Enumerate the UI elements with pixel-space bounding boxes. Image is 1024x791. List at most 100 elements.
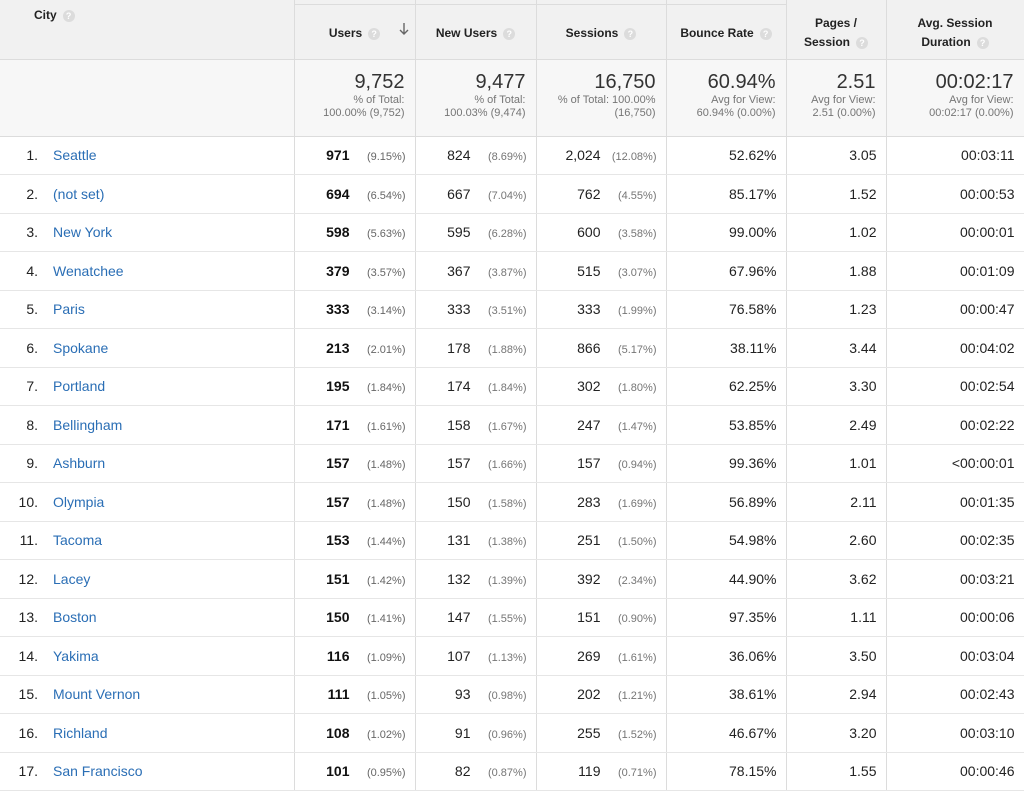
column-label-pages-line1: Pages /: [814, 16, 858, 31]
help-icon[interactable]: ?: [759, 27, 772, 40]
help-icon[interactable]: ?: [856, 37, 869, 50]
row-rank: 2.: [26, 185, 38, 202]
new-users-cell: 158 (1.67%): [415, 405, 537, 445]
city-link[interactable]: Seattle: [53, 147, 97, 164]
help-icon[interactable]: ?: [62, 10, 75, 22]
users-cell: 598 (5.63%): [294, 213, 416, 252]
city-cell: 15. Mount Vernon: [0, 675, 295, 714]
city-link[interactable]: Lacey: [53, 570, 91, 587]
totals-pages-per-session: 2.51 Avg for View: 2.51 (0.00%): [786, 59, 887, 137]
totals-users: 9,752 % of Total: 100.00% (9,752): [294, 59, 416, 137]
new-users-value: 132: [447, 570, 471, 587]
new-users-cell: 91 (0.96%): [415, 713, 537, 753]
city-cell: 14. Yakima: [0, 636, 295, 676]
column-header-pages-per-session[interactable]: Pages / Session?: [786, 0, 887, 60]
city-link[interactable]: Mount Vernon: [53, 686, 141, 703]
sessions-value: 302: [577, 378, 601, 395]
help-icon[interactable]: ?: [368, 27, 381, 40]
city-link[interactable]: Spokane: [53, 339, 109, 356]
new-users-cell: 107 (1.13%): [415, 636, 537, 676]
city-link[interactable]: Tacoma: [53, 532, 103, 549]
table-row: 2. (not set) 694 (6.54%) 667 (7.04%) 762 (4.55%…: [0, 174, 1024, 214]
city-link[interactable]: Bellingham: [53, 416, 123, 433]
sessions-percent: (12.08%): [611, 151, 657, 164]
new-users-value: 367: [447, 262, 471, 279]
new-users-cell: 178 (1.88%): [415, 328, 537, 368]
totals-avg-session-duration: 00:02:17 Avg for View: 00:02:17 (0.00%): [886, 59, 1024, 137]
city-link[interactable]: Ashburn: [53, 455, 106, 472]
sessions-cell: 202 (1.21%): [536, 675, 667, 714]
help-icon[interactable]: ?: [976, 37, 989, 50]
sessions-cell: 762 (4.55%): [536, 174, 667, 214]
new-users-percent: (6.28%): [487, 228, 527, 241]
city-link[interactable]: San Francisco: [53, 763, 143, 780]
city-link[interactable]: Yakima: [53, 647, 99, 664]
totals-row: 9,752 % of Total: 100.00% (9,752) 9,477 …: [0, 59, 1024, 137]
column-header-users[interactable]: Users?: [294, 0, 416, 60]
total-sub: Avg for View:: [811, 93, 876, 106]
city-link[interactable]: Richland: [53, 724, 108, 741]
avg-session-duration-cell: 00:03:10: [886, 713, 1024, 753]
new-users-cell: 150 (1.58%): [415, 482, 537, 522]
column-header-avg-session-duration[interactable]: Avg. Session Duration?: [886, 0, 1024, 60]
sessions-value: 2,024: [565, 147, 601, 164]
users-cell: 111 (1.05%): [294, 675, 416, 714]
column-label-duration-line2: Duration: [921, 35, 971, 50]
row-rank: 1.: [26, 147, 38, 164]
users-value: 971: [326, 147, 350, 164]
new-users-percent: (1.58%): [487, 497, 527, 510]
city-link[interactable]: Paris: [53, 301, 85, 318]
city-link[interactable]: Wenatchee: [53, 262, 124, 279]
city-link[interactable]: Boston: [53, 609, 97, 626]
column-header-city[interactable]: City?: [0, 0, 295, 60]
new-users-percent: (0.98%): [487, 690, 527, 703]
bounce-rate-cell: 97.35%: [666, 598, 787, 637]
total-sub: (16,750): [614, 106, 656, 119]
table-row: 16. Richland 108 (1.02%) 91 (0.96%) 255 (1.52%)…: [0, 713, 1024, 753]
totals-city-cell: [0, 59, 295, 137]
bounce-rate-cell: 46.67%: [666, 713, 787, 753]
table-row: 9. Ashburn 157 (1.48%) 157 (1.66%) 157 (0.94%) 9…: [0, 444, 1024, 483]
column-header-sessions[interactable]: Sessions?: [536, 0, 667, 60]
city-cell: 4. Wenatchee: [0, 251, 295, 291]
sessions-cell: 600 (3.58%): [536, 213, 667, 252]
help-icon[interactable]: ?: [624, 27, 637, 40]
users-value: 150: [326, 609, 350, 626]
sessions-value: 333: [577, 301, 601, 318]
city-link[interactable]: Portland: [53, 378, 106, 395]
sessions-cell: 333 (1.99%): [536, 290, 667, 329]
total-sub: 00:02:17 (0.00%): [929, 106, 1014, 119]
total-value: 16,750: [594, 70, 656, 93]
sessions-percent: (1.69%): [617, 497, 657, 510]
new-users-value: 131: [447, 532, 471, 549]
users-percent: (6.54%): [366, 189, 406, 202]
bounce-rate-cell: 99.36%: [666, 444, 787, 483]
sessions-percent: (0.94%): [617, 459, 657, 472]
column-header-new-users[interactable]: New Users?: [415, 0, 537, 60]
sessions-cell: 151 (0.90%): [536, 598, 667, 637]
users-value: 108: [326, 724, 350, 741]
city-link[interactable]: (not set): [53, 185, 105, 202]
total-sub: % of Total:: [353, 93, 405, 106]
new-users-percent: (1.38%): [487, 536, 527, 549]
total-sub: 2.51 (0.00%): [812, 106, 876, 119]
new-users-percent: (1.13%): [487, 651, 527, 664]
bounce-rate-cell: 62.25%: [666, 367, 787, 406]
new-users-cell: 367 (3.87%): [415, 251, 537, 291]
bounce-rate-cell: 36.06%: [666, 636, 787, 676]
avg-session-duration-cell: 00:02:43: [886, 675, 1024, 714]
new-users-cell: 333 (3.51%): [415, 290, 537, 329]
city-link[interactable]: New York: [53, 224, 113, 241]
users-value: 379: [326, 262, 350, 279]
help-icon[interactable]: ?: [503, 27, 516, 40]
city-link[interactable]: Olympia: [53, 493, 105, 510]
pages-per-session-cell: 2.94: [786, 675, 887, 714]
total-sub: 100.03% (9,474): [444, 106, 526, 119]
users-cell: 694 (6.54%): [294, 174, 416, 214]
sort-descending-icon[interactable]: [399, 22, 409, 36]
sessions-value: 251: [577, 532, 601, 549]
new-users-value: 667: [447, 185, 471, 202]
column-header-bounce-rate[interactable]: Bounce Rate?: [666, 0, 787, 60]
pages-per-session-cell: 1.55: [786, 752, 887, 791]
